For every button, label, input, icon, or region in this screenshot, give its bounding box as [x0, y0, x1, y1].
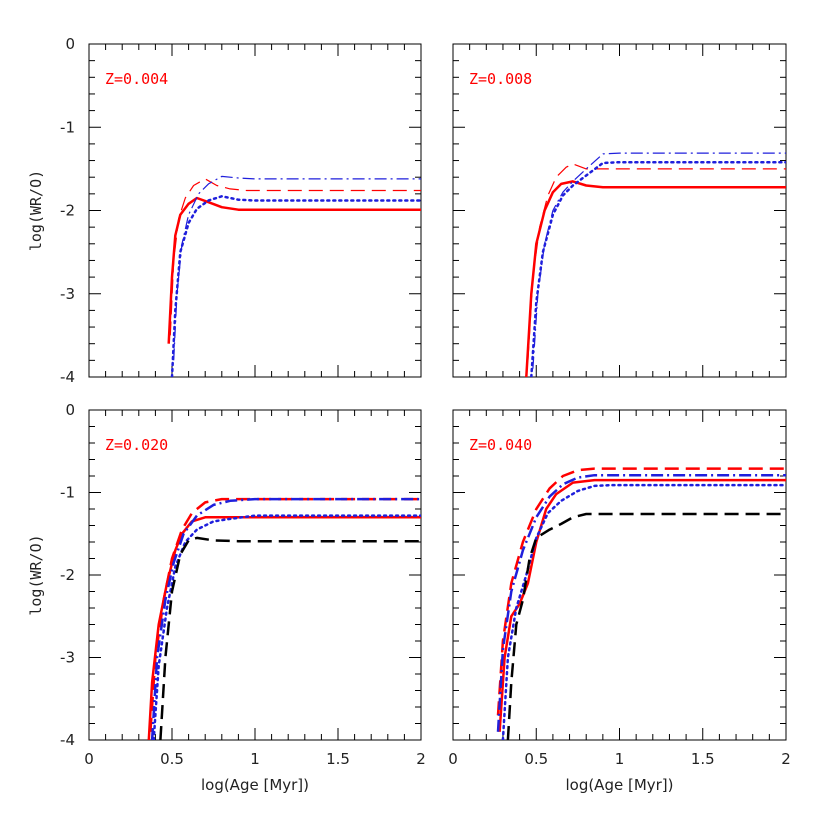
panel-label: Z=0.020	[105, 436, 168, 454]
series-blue-dotted-thick	[170, 195, 421, 377]
x-tick-label: 1.5	[691, 750, 715, 768]
series-blue-dashdot-thin	[532, 152, 786, 369]
series-blue-dashdot-thick	[150, 497, 421, 740]
series-group	[496, 467, 786, 740]
y-tick-label: -2	[60, 566, 75, 584]
series-red-dashed-thin	[527, 163, 786, 361]
x-tick-label: 0.5	[524, 750, 548, 768]
series-blue-dotted-thick	[152, 514, 421, 740]
y-tick-label: 0	[65, 35, 75, 53]
x-tick-label: 1	[615, 750, 625, 768]
x-tick-label: 0	[84, 750, 94, 768]
x-tick-label: 1	[250, 750, 260, 768]
y-tick-label: -3	[60, 649, 75, 667]
panel-z004: 0 -1 -2 -3 -4 Z=0.004 log(WR/O)	[27, 35, 422, 386]
series-group	[147, 497, 421, 740]
y-tick-label: -1	[60, 118, 75, 136]
series-group	[167, 175, 421, 377]
x-axis-label: log(Age [Myr])	[565, 776, 673, 794]
series-red-solid-thick	[167, 196, 421, 344]
x-tick-label: 2	[781, 750, 791, 768]
x-tick-label: 2	[416, 750, 426, 768]
panel-label: Z=0.040	[469, 436, 532, 454]
series-red-dashed-thick	[149, 497, 421, 732]
series-blue-dotted-thick	[530, 160, 786, 377]
y-tick-label: -4	[60, 731, 75, 749]
y-tick-label: 0	[65, 401, 75, 419]
y-tick-label: -3	[60, 285, 75, 303]
panel-label: Z=0.008	[469, 70, 532, 88]
panel-label: Z=0.004	[105, 70, 168, 88]
panel-z040: 0 0.5 1 1.5 2 Z=0.040 log(Age [Myr])	[448, 409, 791, 794]
y-axis-label: log(WR/O)	[27, 534, 45, 615]
panel-z008: Z=0.008	[452, 43, 787, 378]
x-tick-label: 1.5	[326, 750, 350, 768]
x-tick-label: 0	[448, 750, 458, 768]
series-red-solid-thick	[498, 478, 786, 732]
series-group	[525, 152, 786, 377]
y-axis-label: log(WR/O)	[27, 170, 45, 251]
series-blue-dashdot-thin	[173, 175, 421, 361]
x-axis-label: log(Age [Myr])	[201, 776, 309, 794]
x-tick-label: 0.5	[160, 750, 184, 768]
series-blue-dashdot-thick	[496, 473, 786, 732]
series-red-dashed-thick	[496, 467, 786, 716]
series-blue-dotted-thick	[501, 483, 786, 740]
y-tick-label: -2	[60, 202, 75, 220]
series-black-dashed-thick	[506, 512, 786, 740]
y-tick-label: -1	[60, 484, 75, 502]
series-red-dashed-thin	[169, 178, 421, 336]
y-tick-label: -4	[60, 368, 75, 386]
panel-z020: 0 0.5 1 1.5 2 0 -1 -2 -3 -4 Z=0.020 log(Age [Myr]) l…	[27, 401, 426, 794]
